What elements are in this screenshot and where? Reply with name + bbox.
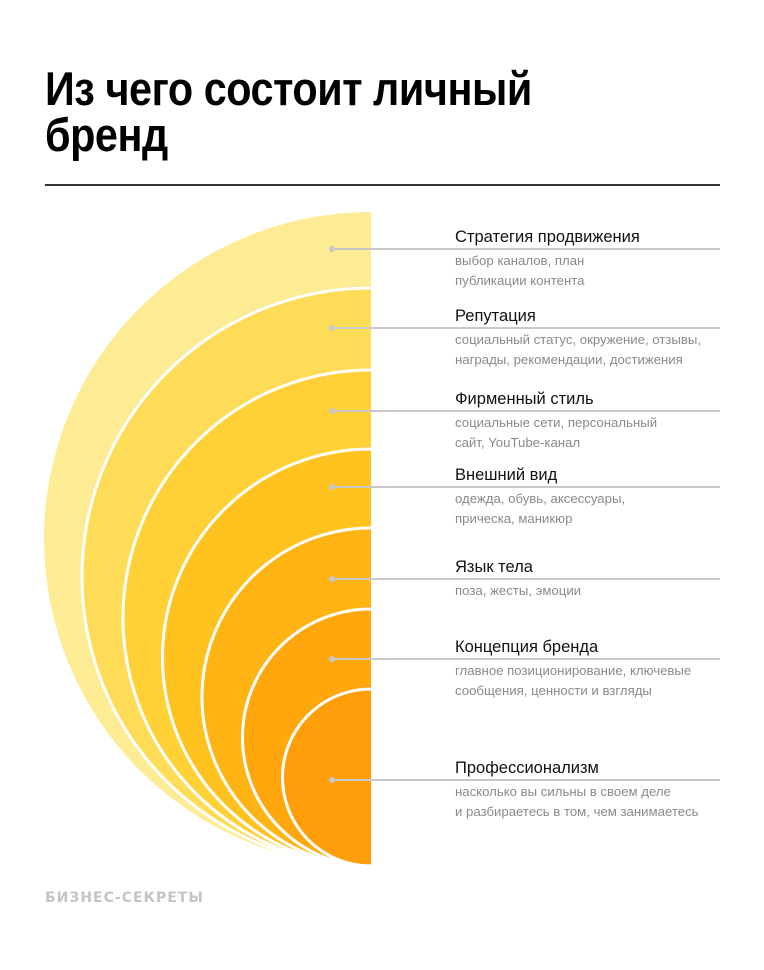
layer-label: Репутация социальный статус, окружение, о… — [455, 306, 755, 370]
layer-description-line: главное позиционирование, ключевые — [455, 663, 692, 678]
layer-description-line: прическа, маникюр — [455, 511, 573, 526]
layer-title: Репутация — [455, 307, 536, 325]
layer-title: Фирменный стиль — [455, 390, 594, 408]
layer-description: главное позиционирование, ключевые сообще… — [455, 661, 755, 701]
layer-description-line: и разбираетесь в том, чем занимаетесь — [455, 804, 699, 819]
layer-description: поза, жесты, эмоции — [455, 581, 755, 601]
layer-label: Профессионализм насколько вы сильны в сво… — [455, 758, 755, 822]
layer-description: социальные сети, персональный сайт, YouTu… — [455, 413, 755, 453]
layer-description: насколько вы сильны в своем деле и разбир… — [455, 782, 755, 822]
layer-description: одежда, обувь, аксессуары, прическа, мани… — [455, 489, 755, 529]
layer-description-line: социальный статус, окружение, отзывы, — [455, 332, 702, 347]
layer-title: Внешний вид — [455, 466, 558, 484]
layer-label: Внешний вид одежда, обувь, аксессуары, при… — [455, 465, 755, 529]
layer-label: Стратегия продвижения выбор каналов, план… — [455, 227, 755, 291]
title-line-1: Из чего состоит личный — [45, 62, 532, 115]
layer-title: Стратегия продвижения — [455, 228, 640, 246]
leader-line — [332, 779, 720, 781]
layer-label: Концепция бренда главное позиционирование… — [455, 637, 755, 701]
leader-line — [332, 410, 720, 412]
layer-description-line: публикации контента — [455, 273, 585, 288]
layer-title: Язык тела — [455, 558, 533, 576]
layer-description-line: социальные сети, персональный — [455, 415, 658, 430]
layer-description: социальный статус, окружение, отзывы, наг… — [455, 330, 755, 370]
layer-description-line: одежда, обувь, аксессуары, — [455, 491, 626, 506]
layer-description-line: сайт, YouTube-канал — [455, 435, 581, 450]
layer-description-line: награды, рекомендации, достижения — [455, 352, 683, 367]
layer-label: Язык тела поза, жесты, эмоции — [455, 557, 755, 601]
title-line-2: бренд — [45, 108, 168, 161]
leader-line — [332, 578, 720, 580]
layer-title: Профессионализм — [455, 759, 599, 777]
layer-description-line: выбор каналов, план — [455, 253, 585, 268]
leader-line — [332, 658, 720, 660]
brand-logo: БИЗНЕС-СЕКРЕТЫ — [45, 890, 204, 906]
layer-description-line: сообщения, ценности и взгляды — [455, 683, 652, 698]
leader-line — [332, 327, 720, 329]
layer-description: выбор каналов, план публикации контента — [455, 251, 755, 291]
layer-description-line: насколько вы сильны в своем деле — [455, 784, 671, 799]
layer-label: Фирменный стиль социальные сети, персонал… — [455, 389, 755, 453]
title-divider — [45, 184, 720, 186]
ring-layer-7 — [281, 687, 371, 868]
leader-line — [332, 486, 720, 488]
layer-description-line: поза, жесты, эмоции — [455, 583, 582, 598]
page-title: Из чего состоит личный бренд — [45, 62, 749, 161]
layer-title: Концепция бренда — [455, 638, 599, 656]
leader-line — [332, 248, 720, 250]
